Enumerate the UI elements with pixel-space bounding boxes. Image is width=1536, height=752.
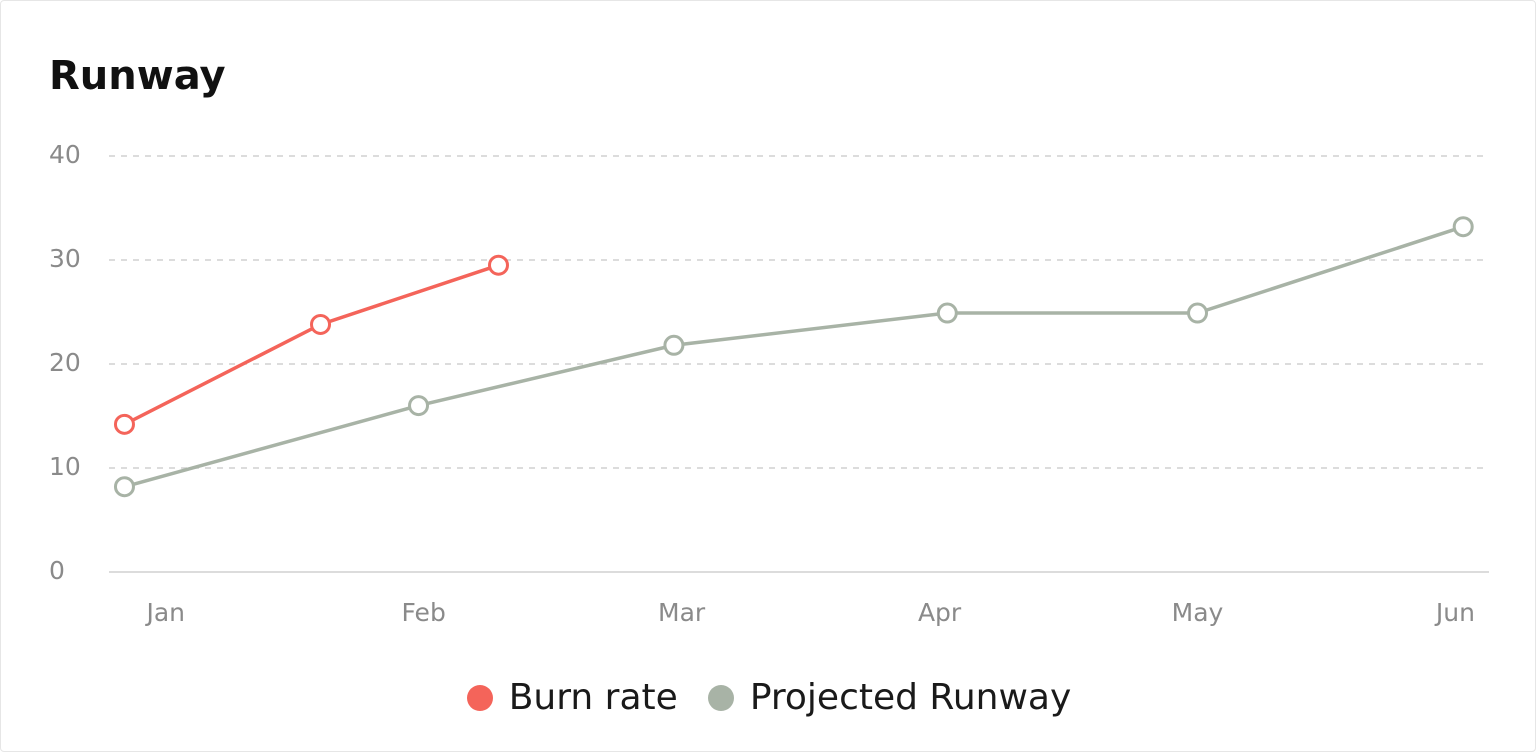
y-tick-label: 30	[49, 244, 81, 273]
legend-label: Projected Runway	[749, 677, 1072, 718]
point	[1452, 216, 1474, 238]
point	[487, 254, 509, 276]
x-tick-label: Jun	[1434, 598, 1475, 627]
x-tick-label: Mar	[658, 598, 706, 627]
x-tick-label: May	[1172, 598, 1224, 627]
line	[124, 225, 1464, 489]
legend-item: Burn rate	[466, 677, 678, 718]
point	[113, 413, 135, 435]
legend: Burn rate Projected Runway	[1, 677, 1536, 718]
x-tick-label: Jan	[144, 598, 185, 627]
y-tick-label: 0	[49, 556, 65, 585]
point	[663, 334, 685, 356]
point	[113, 476, 135, 498]
chart-title: Runway	[49, 53, 226, 99]
legend-swatch	[466, 684, 493, 711]
point	[936, 302, 958, 324]
point	[1187, 302, 1209, 324]
legend-swatch	[707, 684, 734, 711]
y-tick-label: 10	[49, 452, 81, 481]
chart: 0 10 20 30 40 Jan Feb Mar Apr May Jun	[49, 140, 1489, 627]
legend-label: Burn rate	[508, 677, 678, 718]
x-tick-label: Feb	[402, 598, 446, 627]
legend-item: Projected Runway	[707, 677, 1072, 718]
y-tick-label: 20	[49, 348, 81, 377]
point	[408, 395, 430, 417]
x-tick-label: Apr	[918, 598, 962, 627]
point	[310, 313, 332, 335]
y-tick-label: 40	[49, 140, 81, 169]
